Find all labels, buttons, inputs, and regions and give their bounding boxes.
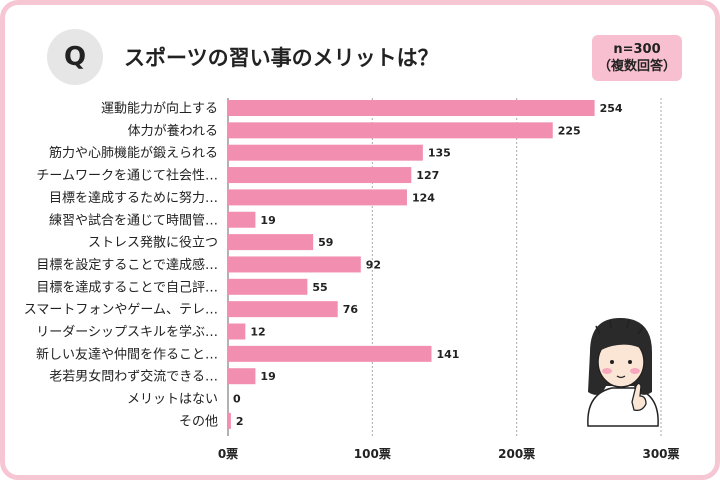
bar (228, 122, 553, 139)
category-label: 練習や試合を通じて時間管… (49, 212, 218, 228)
category-label: 老若男女問わず交流できる… (49, 369, 218, 385)
multiple-answer-note: （複数回答） (597, 59, 676, 74)
bar (228, 368, 256, 385)
thinking-girl-illustration (587, 318, 659, 427)
data-label: 135 (428, 147, 451, 160)
category-label: メリットはない (127, 392, 218, 407)
bar (228, 234, 314, 251)
category-label: 目標を達成するために努力… (49, 191, 218, 206)
category-label: その他 (179, 414, 218, 429)
question-badge: Q (47, 29, 103, 85)
x-tick-label: 200票 (498, 447, 535, 461)
category-label: チームワークを通じて社会性… (36, 168, 218, 184)
bar (228, 323, 246, 340)
category-label: 目標を達成することで自己評… (36, 280, 218, 295)
bar (228, 278, 308, 295)
category-label: 体力が養われる (128, 123, 218, 139)
category-label: 目標を設定することで達成感… (36, 257, 218, 273)
bar (228, 167, 412, 184)
bar (228, 345, 432, 362)
bar (228, 100, 595, 116)
data-label: 2 (236, 415, 244, 428)
bars (228, 100, 595, 429)
data-label: 0 (233, 393, 241, 406)
data-label: 19 (260, 370, 275, 383)
chart-title: スポーツの習い事のメリットは？ (124, 46, 439, 70)
x-tick-label: 300票 (642, 447, 679, 461)
sample-size: n=300 (613, 42, 661, 57)
data-label: 59 (318, 236, 333, 249)
data-label: 124 (412, 191, 435, 204)
category-label: 運動能力が向上する (101, 101, 218, 117)
data-label: 92 (366, 258, 381, 271)
category-label: 筋力や心肺機能が鍛えられる (49, 145, 218, 161)
bar (228, 211, 256, 228)
data-label: 76 (343, 303, 359, 316)
data-label: 12 (250, 326, 265, 339)
x-tick-label: 100票 (354, 447, 391, 461)
category-label: ストレス発散に役立つ (88, 236, 218, 251)
data-label: 225 (558, 124, 581, 137)
category-label: リーダーシップスキルを学ぶ… (36, 324, 218, 340)
data-label: 254 (600, 102, 623, 115)
data-label: 141 (437, 348, 460, 361)
value-labels: 254 225 135 127 124 19 59 92 55 76 12 141 19 0 2 (233, 102, 623, 428)
x-axis-ticks: 0票 100票 200票 300票 (218, 447, 680, 461)
data-label: 127 (416, 169, 439, 182)
category-label: 新しい友達や仲間を作ること… (36, 346, 218, 362)
bar (228, 189, 407, 206)
category-labels: 運動能力が向上する体力が養われる筋力や心肺機能が鍛えられるチームワークを通じて社… (24, 101, 218, 430)
x-tick-label: 0票 (218, 447, 238, 461)
bar (228, 301, 338, 318)
bar (228, 144, 423, 161)
data-label: 19 (260, 214, 275, 227)
category-label: スマートフォンやゲーム、テレ… (24, 303, 218, 318)
bar (228, 412, 231, 429)
data-label: 55 (312, 281, 327, 294)
sample-size-box: n=300 （複数回答） (592, 35, 682, 81)
bar (228, 256, 361, 273)
